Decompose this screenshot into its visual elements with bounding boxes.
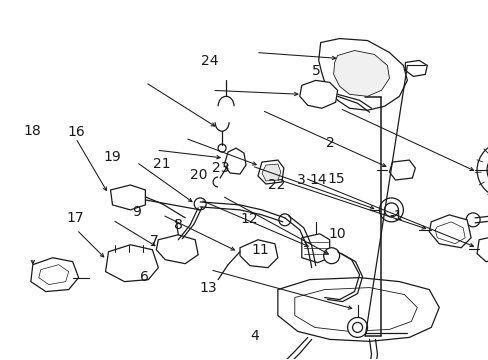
- Text: 6: 6: [140, 270, 149, 284]
- Polygon shape: [294, 288, 416, 332]
- Polygon shape: [388, 160, 414, 180]
- Polygon shape: [277, 278, 438, 341]
- Circle shape: [465, 213, 479, 227]
- Polygon shape: [156, 235, 198, 264]
- Circle shape: [347, 318, 367, 337]
- Circle shape: [384, 203, 398, 217]
- Polygon shape: [224, 148, 245, 174]
- Text: 4: 4: [249, 329, 258, 343]
- Text: 16: 16: [67, 125, 85, 139]
- Polygon shape: [333, 50, 388, 96]
- Circle shape: [352, 323, 362, 332]
- Text: 3: 3: [297, 173, 305, 187]
- Polygon shape: [301, 234, 329, 263]
- Text: 17: 17: [66, 211, 83, 225]
- Text: 9: 9: [132, 205, 141, 219]
- Text: 7: 7: [150, 234, 159, 248]
- Text: 20: 20: [190, 168, 207, 182]
- Circle shape: [323, 248, 339, 264]
- Text: -1: -1: [389, 209, 403, 223]
- Polygon shape: [318, 39, 407, 110]
- Circle shape: [486, 152, 488, 188]
- Polygon shape: [428, 215, 470, 248]
- Polygon shape: [476, 236, 488, 262]
- Text: 2: 2: [325, 136, 334, 150]
- Text: 13: 13: [199, 280, 216, 294]
- Circle shape: [278, 214, 290, 226]
- Circle shape: [218, 144, 225, 152]
- Text: 23: 23: [212, 161, 229, 175]
- Polygon shape: [105, 245, 158, 282]
- Polygon shape: [434, 222, 464, 244]
- Text: 15: 15: [326, 172, 344, 186]
- Text: 5: 5: [311, 64, 320, 78]
- Circle shape: [476, 142, 488, 198]
- Text: 12: 12: [240, 212, 258, 226]
- Circle shape: [379, 198, 403, 222]
- Text: 22: 22: [268, 178, 285, 192]
- Polygon shape: [299, 80, 337, 108]
- Text: 8: 8: [174, 218, 183, 232]
- Polygon shape: [240, 240, 277, 268]
- Text: 21: 21: [153, 157, 170, 171]
- Polygon shape: [39, 265, 68, 285]
- Polygon shape: [31, 258, 79, 292]
- Text: 24: 24: [200, 54, 218, 68]
- Polygon shape: [110, 185, 145, 210]
- Text: 10: 10: [327, 227, 345, 241]
- Polygon shape: [405, 60, 427, 76]
- Text: 19: 19: [103, 150, 121, 164]
- Circle shape: [194, 198, 206, 210]
- Polygon shape: [262, 164, 280, 181]
- Text: 14: 14: [309, 173, 326, 187]
- Text: 11: 11: [251, 243, 269, 257]
- Text: 18: 18: [24, 123, 41, 138]
- Polygon shape: [258, 160, 283, 184]
